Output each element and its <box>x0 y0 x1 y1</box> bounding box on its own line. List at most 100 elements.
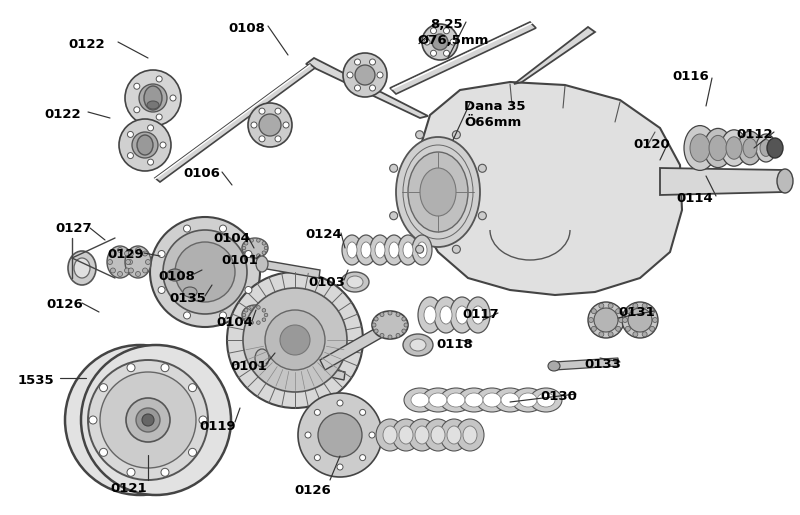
Circle shape <box>626 308 630 314</box>
Circle shape <box>416 245 424 253</box>
Ellipse shape <box>465 393 483 407</box>
Ellipse shape <box>74 258 90 278</box>
Circle shape <box>161 364 169 372</box>
Ellipse shape <box>738 131 762 165</box>
Circle shape <box>125 70 181 126</box>
Circle shape <box>396 333 400 337</box>
Text: 0108: 0108 <box>158 270 195 283</box>
Circle shape <box>347 72 353 78</box>
Ellipse shape <box>403 334 433 356</box>
Circle shape <box>280 325 310 355</box>
Text: Ö66mm: Ö66mm <box>464 116 522 129</box>
Circle shape <box>390 212 398 220</box>
Ellipse shape <box>424 306 436 324</box>
Circle shape <box>478 164 486 173</box>
Circle shape <box>390 164 398 173</box>
Text: 0122: 0122 <box>68 38 105 51</box>
Circle shape <box>452 131 460 139</box>
Circle shape <box>158 250 165 258</box>
Circle shape <box>372 323 376 327</box>
Ellipse shape <box>376 419 404 451</box>
Text: 0101: 0101 <box>230 360 266 373</box>
Ellipse shape <box>418 297 442 333</box>
Circle shape <box>257 254 260 258</box>
Text: 0116: 0116 <box>672 70 709 83</box>
Ellipse shape <box>256 256 268 272</box>
Text: 0104: 0104 <box>213 232 250 245</box>
Ellipse shape <box>412 235 432 265</box>
Circle shape <box>402 317 406 321</box>
Circle shape <box>452 245 460 253</box>
Ellipse shape <box>341 272 369 292</box>
Ellipse shape <box>501 393 519 407</box>
Circle shape <box>65 345 215 495</box>
Text: 0106: 0106 <box>183 167 220 180</box>
Ellipse shape <box>403 242 413 258</box>
Circle shape <box>264 313 268 317</box>
Circle shape <box>135 271 141 277</box>
Ellipse shape <box>356 235 376 265</box>
Ellipse shape <box>434 297 458 333</box>
Circle shape <box>374 329 378 333</box>
Circle shape <box>380 333 384 337</box>
Text: 0124: 0124 <box>305 228 342 241</box>
Circle shape <box>380 313 384 317</box>
Polygon shape <box>261 260 320 278</box>
Ellipse shape <box>424 419 452 451</box>
Circle shape <box>89 416 97 424</box>
Text: 0118: 0118 <box>436 338 473 351</box>
Circle shape <box>158 286 165 294</box>
Ellipse shape <box>137 135 153 155</box>
Ellipse shape <box>548 361 560 371</box>
Circle shape <box>259 108 265 114</box>
Circle shape <box>251 122 257 128</box>
Polygon shape <box>554 358 618 370</box>
Circle shape <box>370 85 375 91</box>
Ellipse shape <box>372 311 408 339</box>
Circle shape <box>118 271 122 277</box>
Circle shape <box>432 34 448 50</box>
Circle shape <box>142 251 147 256</box>
Ellipse shape <box>530 388 562 412</box>
Circle shape <box>134 107 140 113</box>
Circle shape <box>618 318 623 322</box>
Circle shape <box>242 246 246 250</box>
Circle shape <box>337 464 343 470</box>
Circle shape <box>150 217 260 327</box>
Circle shape <box>443 50 450 56</box>
Ellipse shape <box>494 388 526 412</box>
Circle shape <box>622 302 658 338</box>
Polygon shape <box>306 58 428 118</box>
Ellipse shape <box>440 419 468 451</box>
Circle shape <box>227 272 363 408</box>
Circle shape <box>259 114 281 136</box>
Circle shape <box>633 303 638 308</box>
Circle shape <box>183 312 190 319</box>
Circle shape <box>175 242 235 302</box>
Circle shape <box>653 318 658 322</box>
Ellipse shape <box>458 388 490 412</box>
Circle shape <box>170 95 176 101</box>
Circle shape <box>160 142 166 148</box>
Circle shape <box>127 364 135 372</box>
Circle shape <box>262 308 266 312</box>
Ellipse shape <box>383 426 397 444</box>
Text: 0119: 0119 <box>199 420 236 433</box>
Circle shape <box>134 83 140 89</box>
Circle shape <box>422 24 458 60</box>
Circle shape <box>161 468 169 476</box>
Circle shape <box>257 321 260 324</box>
Polygon shape <box>660 168 785 195</box>
Ellipse shape <box>743 138 757 158</box>
Circle shape <box>616 327 621 331</box>
Ellipse shape <box>684 126 716 170</box>
Circle shape <box>126 398 170 442</box>
Ellipse shape <box>422 388 454 412</box>
Ellipse shape <box>476 388 508 412</box>
Circle shape <box>283 122 289 128</box>
Polygon shape <box>390 22 536 94</box>
Text: 1535: 1535 <box>18 374 54 387</box>
Text: 0101: 0101 <box>221 254 258 267</box>
Circle shape <box>119 119 171 171</box>
Ellipse shape <box>450 297 474 333</box>
